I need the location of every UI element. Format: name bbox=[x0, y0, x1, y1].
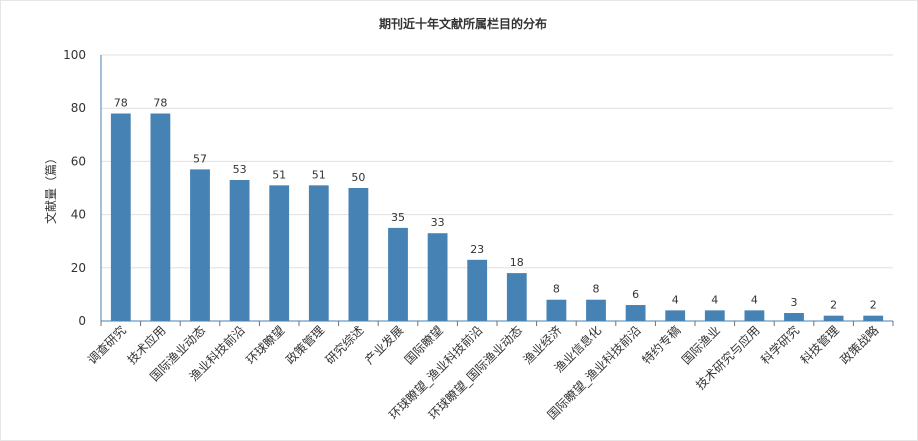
bar bbox=[784, 313, 804, 321]
bar bbox=[348, 188, 369, 321]
y-tick-label: 80 bbox=[71, 101, 86, 115]
bar bbox=[427, 233, 448, 321]
data-label: 53 bbox=[233, 163, 247, 176]
x-tick-label: 科技管理 bbox=[797, 323, 842, 368]
y-tick-label: 100 bbox=[63, 48, 86, 62]
data-label: 23 bbox=[470, 243, 484, 256]
bar bbox=[625, 305, 646, 321]
x-tick-label: 政策管理 bbox=[282, 323, 327, 368]
bars bbox=[110, 113, 884, 322]
x-tick-label: 调查研究 bbox=[84, 323, 129, 368]
bar bbox=[467, 259, 488, 321]
data-label: 6 bbox=[632, 288, 639, 301]
data-label: 4 bbox=[751, 293, 758, 306]
bar bbox=[863, 315, 884, 321]
bar bbox=[546, 299, 567, 321]
y-axis-ticks: 0 20 40 60 80 100 bbox=[63, 48, 86, 328]
data-label: 51 bbox=[272, 168, 286, 181]
data-label: 2 bbox=[830, 299, 837, 312]
data-label: 33 bbox=[431, 216, 445, 229]
y-axis-label: 文献量（篇） bbox=[43, 152, 58, 224]
data-label: 8 bbox=[593, 283, 600, 296]
bar bbox=[269, 185, 290, 321]
y-tick-label: 40 bbox=[71, 208, 86, 222]
data-label: 78 bbox=[153, 97, 167, 110]
y-tick-label: 20 bbox=[71, 261, 86, 275]
grid-lines bbox=[101, 54, 893, 269]
x-tick-label: 环球瞭望 bbox=[243, 323, 287, 367]
bar bbox=[308, 185, 329, 321]
bar bbox=[150, 113, 171, 322]
bar bbox=[229, 180, 250, 321]
bar bbox=[823, 315, 844, 321]
x-tick-label: 政策战略 bbox=[837, 323, 882, 368]
data-label: 57 bbox=[193, 152, 207, 165]
bar bbox=[388, 227, 408, 321]
x-tick-label: 科学研究 bbox=[758, 323, 803, 368]
y-tick-label: 0 bbox=[78, 314, 86, 328]
bar bbox=[665, 310, 686, 321]
data-label: 4 bbox=[672, 293, 679, 306]
x-tick-label: 产业发展 bbox=[362, 323, 407, 368]
chart-title: 期刊近十年文献所属栏目的分布 bbox=[379, 16, 547, 31]
data-label: 78 bbox=[114, 97, 128, 110]
x-tick-label: 特约专稿 bbox=[639, 323, 684, 368]
data-label: 35 bbox=[391, 211, 405, 224]
bar bbox=[190, 169, 210, 321]
data-label: 2 bbox=[870, 299, 877, 312]
x-axis-ticks: 调查研究技术应用国际渔业动态渔业科技前沿环球瞭望政策管理研究综述产业发展国际瞭望… bbox=[84, 321, 894, 422]
data-label: 50 bbox=[351, 171, 365, 184]
bar bbox=[110, 113, 131, 322]
data-label: 8 bbox=[553, 283, 560, 296]
data-label: 18 bbox=[510, 256, 524, 269]
bar bbox=[704, 310, 725, 321]
data-label: 51 bbox=[312, 168, 326, 181]
data-label: 4 bbox=[711, 293, 718, 306]
bar bbox=[506, 273, 527, 321]
bar bbox=[586, 299, 606, 321]
data-label: 3 bbox=[791, 296, 798, 309]
bar bbox=[744, 310, 765, 321]
data-labels: 78 78 57 53 51 51 50 35 33 23 18 8 8 6 4 4 4 3 2 2 bbox=[114, 97, 877, 312]
y-tick-label: 60 bbox=[71, 154, 86, 168]
axes bbox=[100, 55, 893, 322]
x-tick-label: 研究综述 bbox=[322, 323, 367, 368]
